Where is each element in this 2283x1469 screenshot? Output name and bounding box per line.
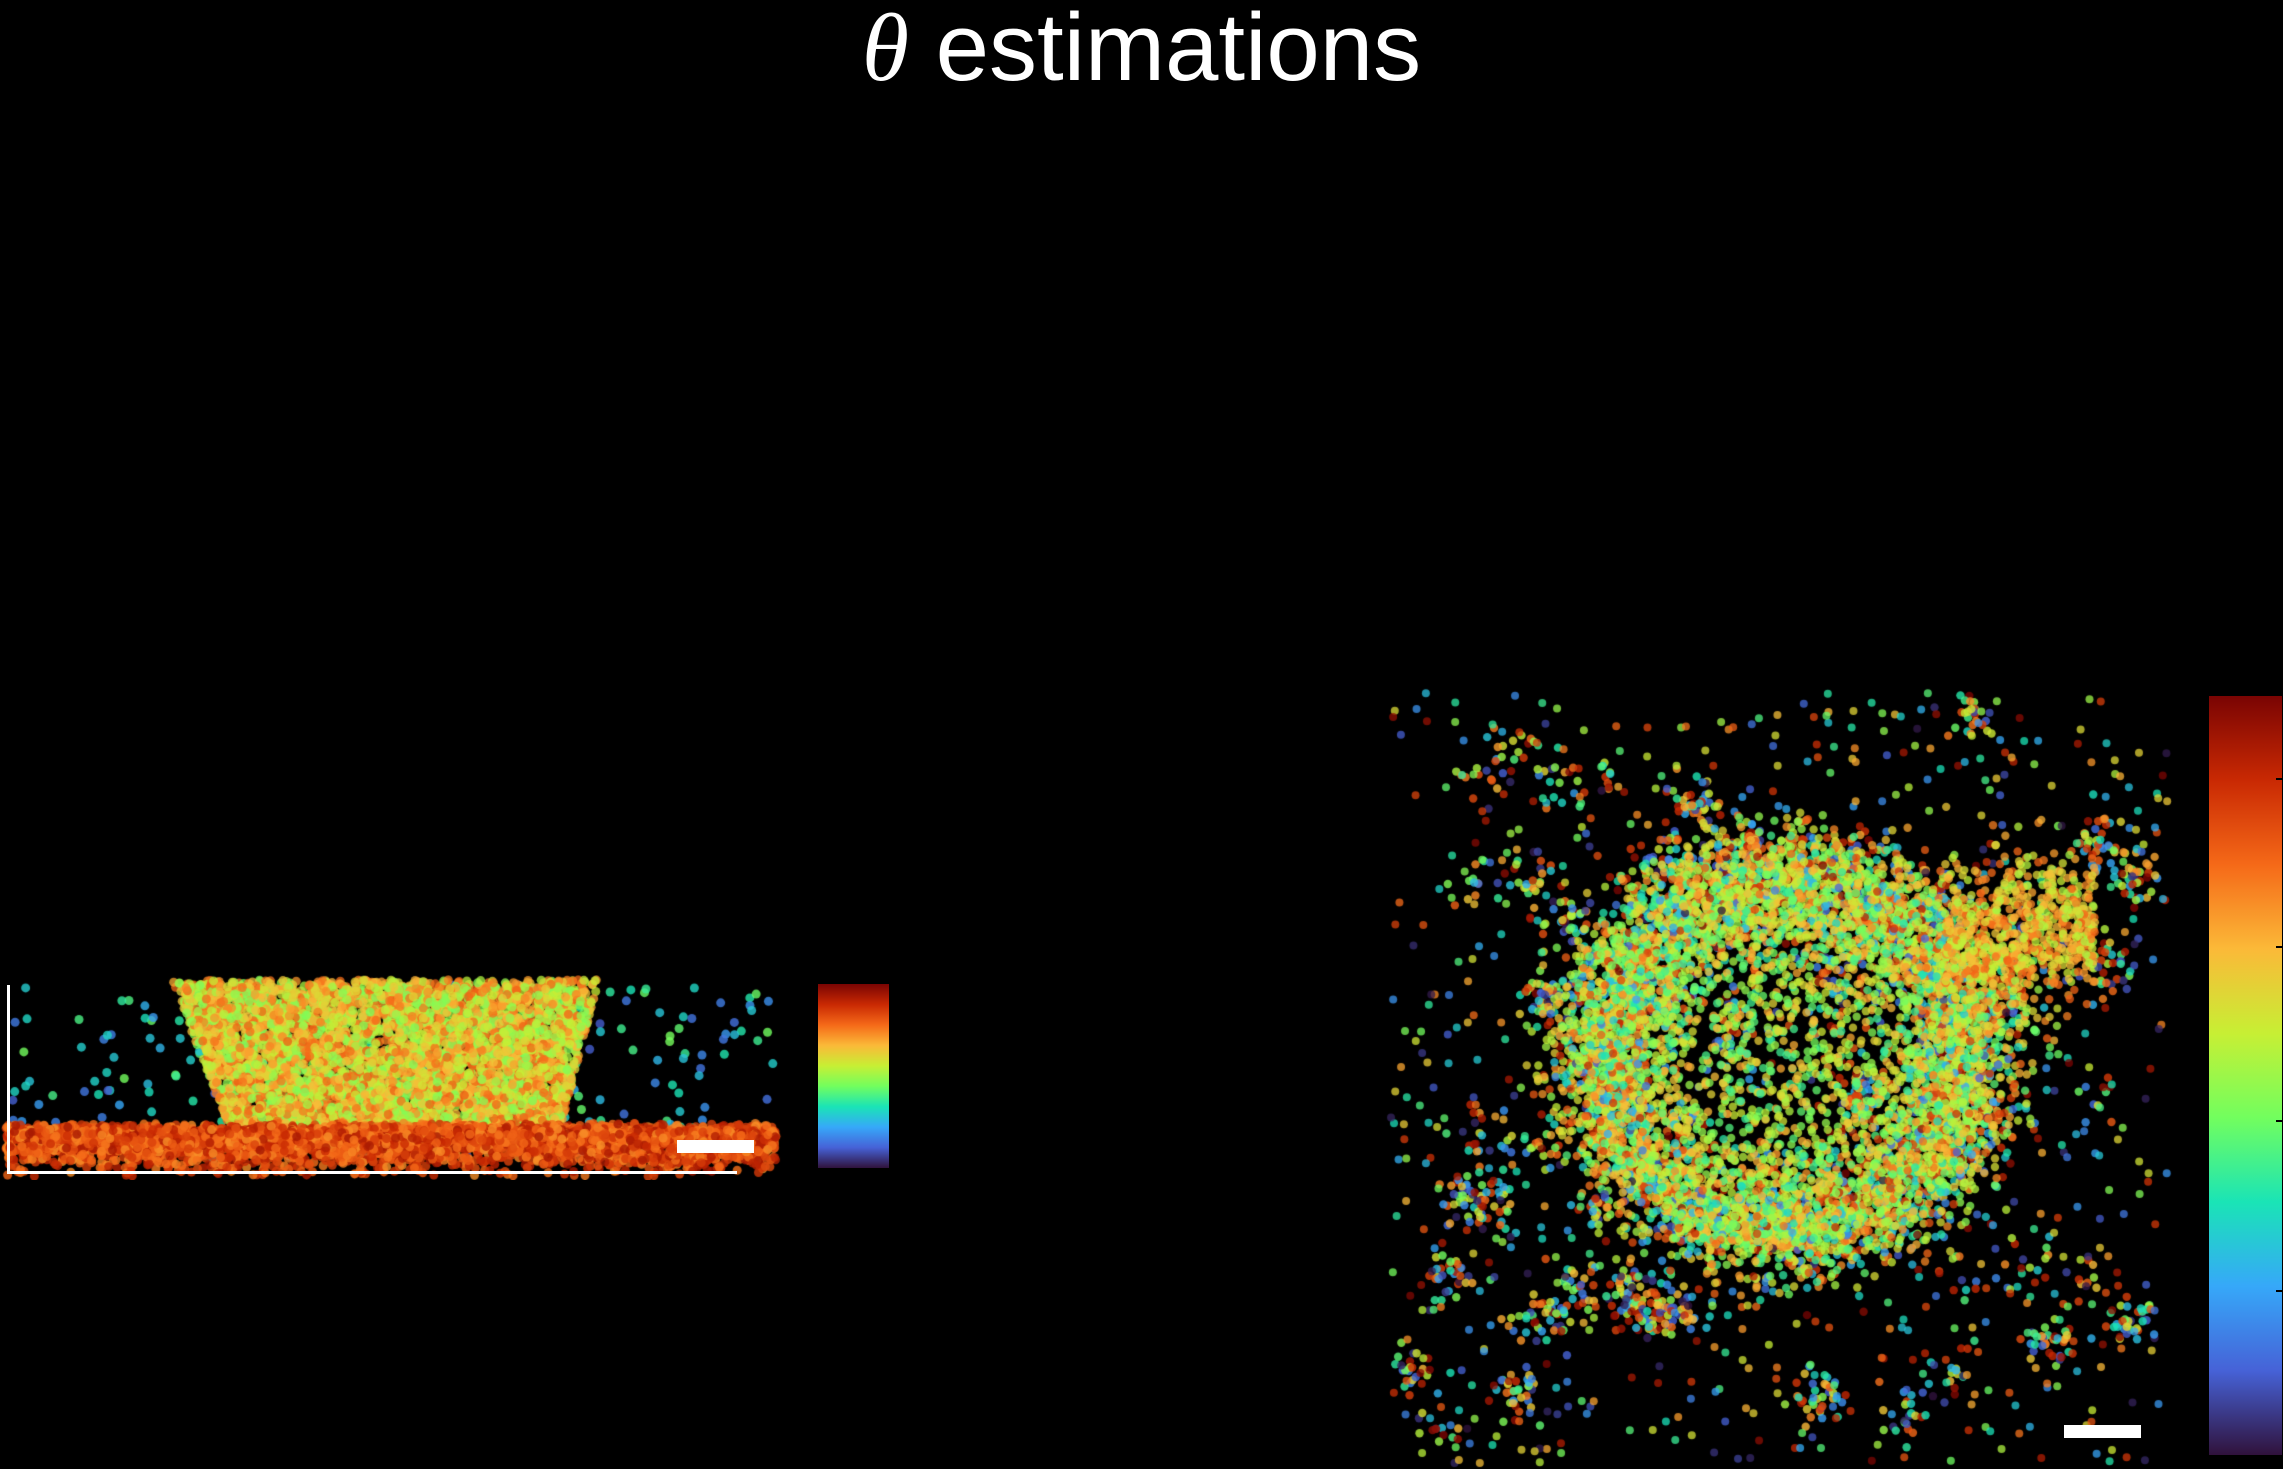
top-view-localization-panel	[1385, 688, 2175, 1468]
colorbar-right	[2209, 696, 2282, 1455]
scale-bar-right	[2064, 1425, 2141, 1438]
top-view-point-cloud	[1385, 688, 2175, 1468]
colorbar-right-tick	[2276, 778, 2283, 780]
figure-title: θ estimations	[0, 0, 2283, 110]
colorbar-left	[818, 984, 889, 1168]
colorbar-right-tick	[2276, 1120, 2283, 1122]
colorbar-right-tick	[2276, 1290, 2283, 1292]
title-theta-symbol: θ	[861, 0, 909, 101]
title-text: estimations	[935, 0, 1422, 101]
left-panel-axis-horizontal	[7, 1171, 737, 1174]
scale-bar-left	[677, 1140, 754, 1153]
left-panel-axis-vertical	[7, 985, 10, 1173]
side-view-localization-panel	[0, 975, 786, 1180]
side-view-point-cloud	[0, 975, 786, 1180]
colorbar-right-tick	[2276, 946, 2283, 948]
